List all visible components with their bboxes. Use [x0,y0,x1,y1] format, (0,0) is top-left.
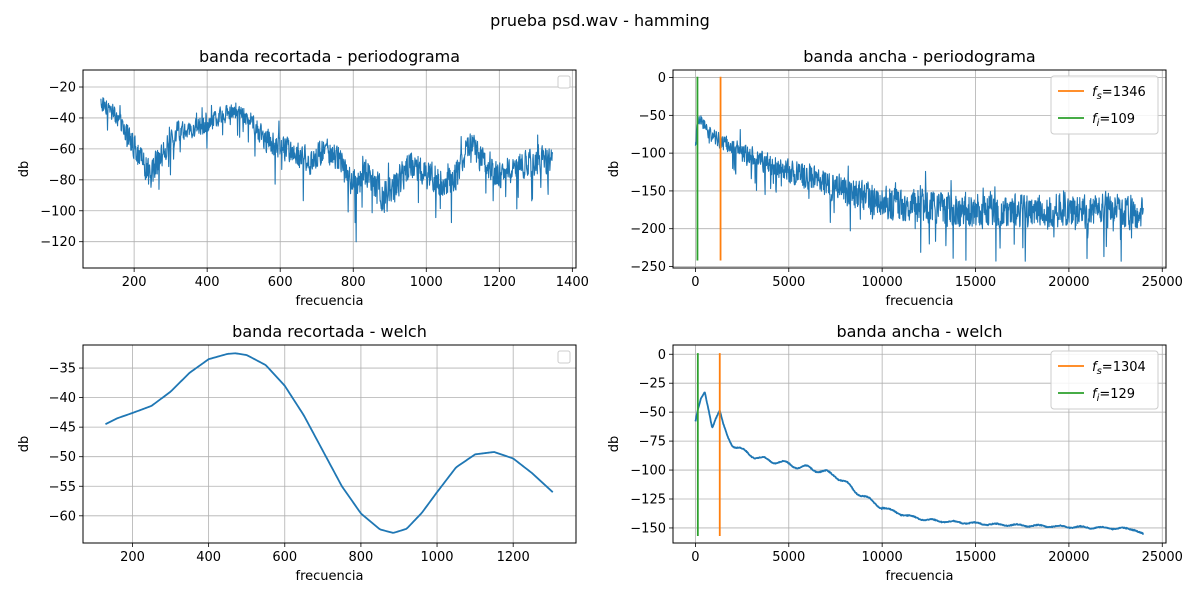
y-tick-label: −45 [49,421,76,436]
y-axis-label: db [607,161,622,178]
y-tick-label: −35 [49,362,76,377]
x-tick-label: 600 [268,275,293,290]
x-tick-label: 20000 [1048,550,1089,565]
x-axis-label: frecuencia [296,569,364,584]
x-axis-label: frecuencia [296,294,364,309]
y-tick-label: −40 [49,111,76,126]
plot-area [100,97,554,243]
x-tick-label: 20000 [1048,275,1089,290]
y-tick-label: −60 [49,142,76,157]
plot-area [105,352,554,534]
legend-entry-s: fs=1346 [1092,85,1146,102]
axes-frame [672,344,1167,544]
legend-entry-i: fi=109 [1092,112,1135,129]
x-tick-label: 15000 [955,550,996,565]
x-tick-label: 1200 [497,550,530,565]
y-tick-label: −80 [49,173,76,188]
series-line [105,352,554,534]
y-axis-label: db [17,161,32,178]
x-tick-label: 10000 [861,550,902,565]
subplot-title: banda recortada - periodograma [199,47,460,66]
legend-entry-s: fs=1304 [1092,360,1146,377]
legend-empty-box [557,75,571,89]
y-axis-label: db [607,436,622,453]
plot-area [694,76,1144,262]
x-tick-label: 800 [341,275,366,290]
subplot-title: banda ancha - welch [836,322,1002,341]
y-tick-label: −150 [630,184,666,199]
x-tick-label: 5000 [772,275,805,290]
axes-frame [82,69,577,269]
y-tick-label: −125 [630,493,666,508]
plot-area [694,353,1144,537]
x-tick-label: 800 [348,550,373,565]
y-tick-label: −60 [49,509,76,524]
x-tick-label: 400 [196,550,221,565]
y-axis-label: db [17,436,32,453]
x-tick-label: 600 [272,550,297,565]
y-tick-label: 0 [658,71,666,86]
y-tick-label: −50 [49,450,76,465]
x-tick-label: 400 [195,275,220,290]
series-line [100,97,554,243]
x-tick-label: 1200 [483,275,516,290]
x-tick-label: 200 [120,550,145,565]
subplot-2: banda ancha - periodograma 0 5000 10000 1500… [607,47,1183,309]
y-tick-label: −40 [49,391,76,406]
y-tick-label: −55 [49,480,76,495]
y-tick-label: −150 [630,521,666,536]
series-line [694,391,1144,535]
y-tick-label: 0 [658,348,666,363]
y-tick-label: −50 [639,406,666,421]
y-tick-label: −100 [630,464,666,479]
x-axis-label: frecuencia [886,569,954,584]
y-tick-label: −75 [639,435,666,450]
y-tick-label: −25 [639,377,666,392]
grid [83,70,576,268]
x-tick-label: 0 [691,550,699,565]
x-tick-label: 25000 [1142,275,1183,290]
y-tick-label: −20 [49,81,76,96]
series-line [694,115,1144,262]
x-tick-label: 10000 [861,275,902,290]
x-tick-label: 1000 [420,550,453,565]
x-tick-label: 1000 [410,275,443,290]
legend: fs=1304 fi=129 [1050,350,1159,410]
y-tick-label: −250 [630,260,666,275]
figure-suptitle: prueba psd.wav - hamming [490,11,710,30]
legend: fs=1346 fi=109 [1050,75,1159,135]
subplot-4: banda ancha - welch 0 5000 10000 15000 20000 2… [607,322,1183,584]
x-tick-label: 1400 [556,275,589,290]
y-tick-label: −100 [40,204,76,219]
legend-empty-box [557,350,571,364]
subplot-1: banda recortada - periodograma 200 400 600 8… [17,47,589,309]
x-tick-label: 25000 [1142,550,1183,565]
x-axis-label: frecuencia [886,294,954,309]
subplot-title: banda recortada - welch [232,322,427,341]
x-tick-label: 5000 [772,550,805,565]
x-tick-label: 15000 [955,275,996,290]
axes-frame [82,344,577,544]
y-tick-label: −120 [40,235,76,250]
subplot-3: banda recortada - welch 200 400 600 800 1000 1… [17,322,577,584]
axes-frame [672,69,1167,269]
subplot-title: banda ancha - periodograma [803,47,1035,66]
grid [83,345,576,543]
y-tick-label: −100 [630,147,666,162]
y-tick-label: −50 [639,109,666,124]
y-tick-label: −200 [630,222,666,237]
x-tick-label: 0 [691,275,699,290]
x-tick-label: 200 [122,275,147,290]
legend-entry-i: fi=129 [1092,387,1135,404]
